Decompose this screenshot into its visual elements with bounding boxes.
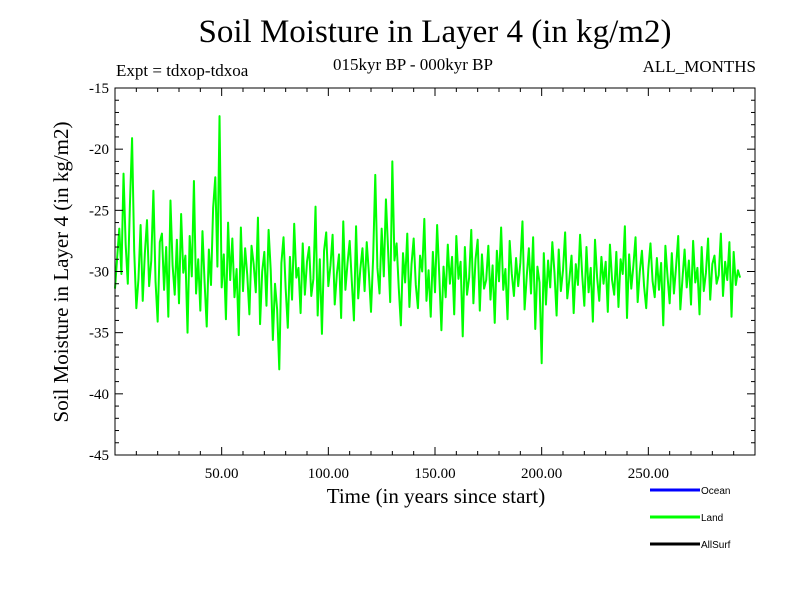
legend: Ocean Land AllSurf	[650, 486, 731, 551]
y-tick-label: -40	[89, 387, 109, 403]
y-tick-label: -20	[89, 142, 109, 158]
x-tick-label: 50.00	[205, 466, 239, 482]
axis-ticks	[115, 87, 755, 456]
x-tick-label: 200.00	[521, 466, 562, 482]
legend-label-land: Land	[701, 513, 723, 524]
x-tick-label: 150.00	[414, 466, 455, 482]
legend-label-ocean: Ocean	[701, 486, 730, 497]
y-axis-label: Soil Moisture in Layer 4 (in kg/m2)	[49, 122, 73, 423]
y-tick-label: -30	[89, 265, 109, 281]
x-tick-label: 250.00	[628, 466, 669, 482]
months-label: ALL_MONTHS	[642, 57, 756, 76]
y-tick-label: -45	[89, 448, 109, 464]
x-tick-label: 100.00	[308, 466, 349, 482]
legend-label-allsurf: AllSurf	[701, 540, 731, 551]
y-tick-label: -15	[89, 81, 109, 97]
experiment-label: Expt = tdxop-tdxoa	[116, 61, 249, 80]
y-tick-label: -25	[89, 203, 109, 219]
tick-labels: -45 -40 -35 -30 -25 -20 -15 50.00 100.00 150.00 20…	[89, 81, 669, 482]
series-layer	[114, 115, 742, 371]
series-line-land	[114, 115, 742, 371]
chart-title: Soil Moisture in Layer 4 (in kg/m2)	[198, 14, 672, 50]
x-axis-label: Time (in years since start)	[327, 484, 546, 508]
y-tick-label: -35	[89, 326, 109, 342]
period-label: 015kyr BP - 000kyr BP	[333, 55, 493, 74]
